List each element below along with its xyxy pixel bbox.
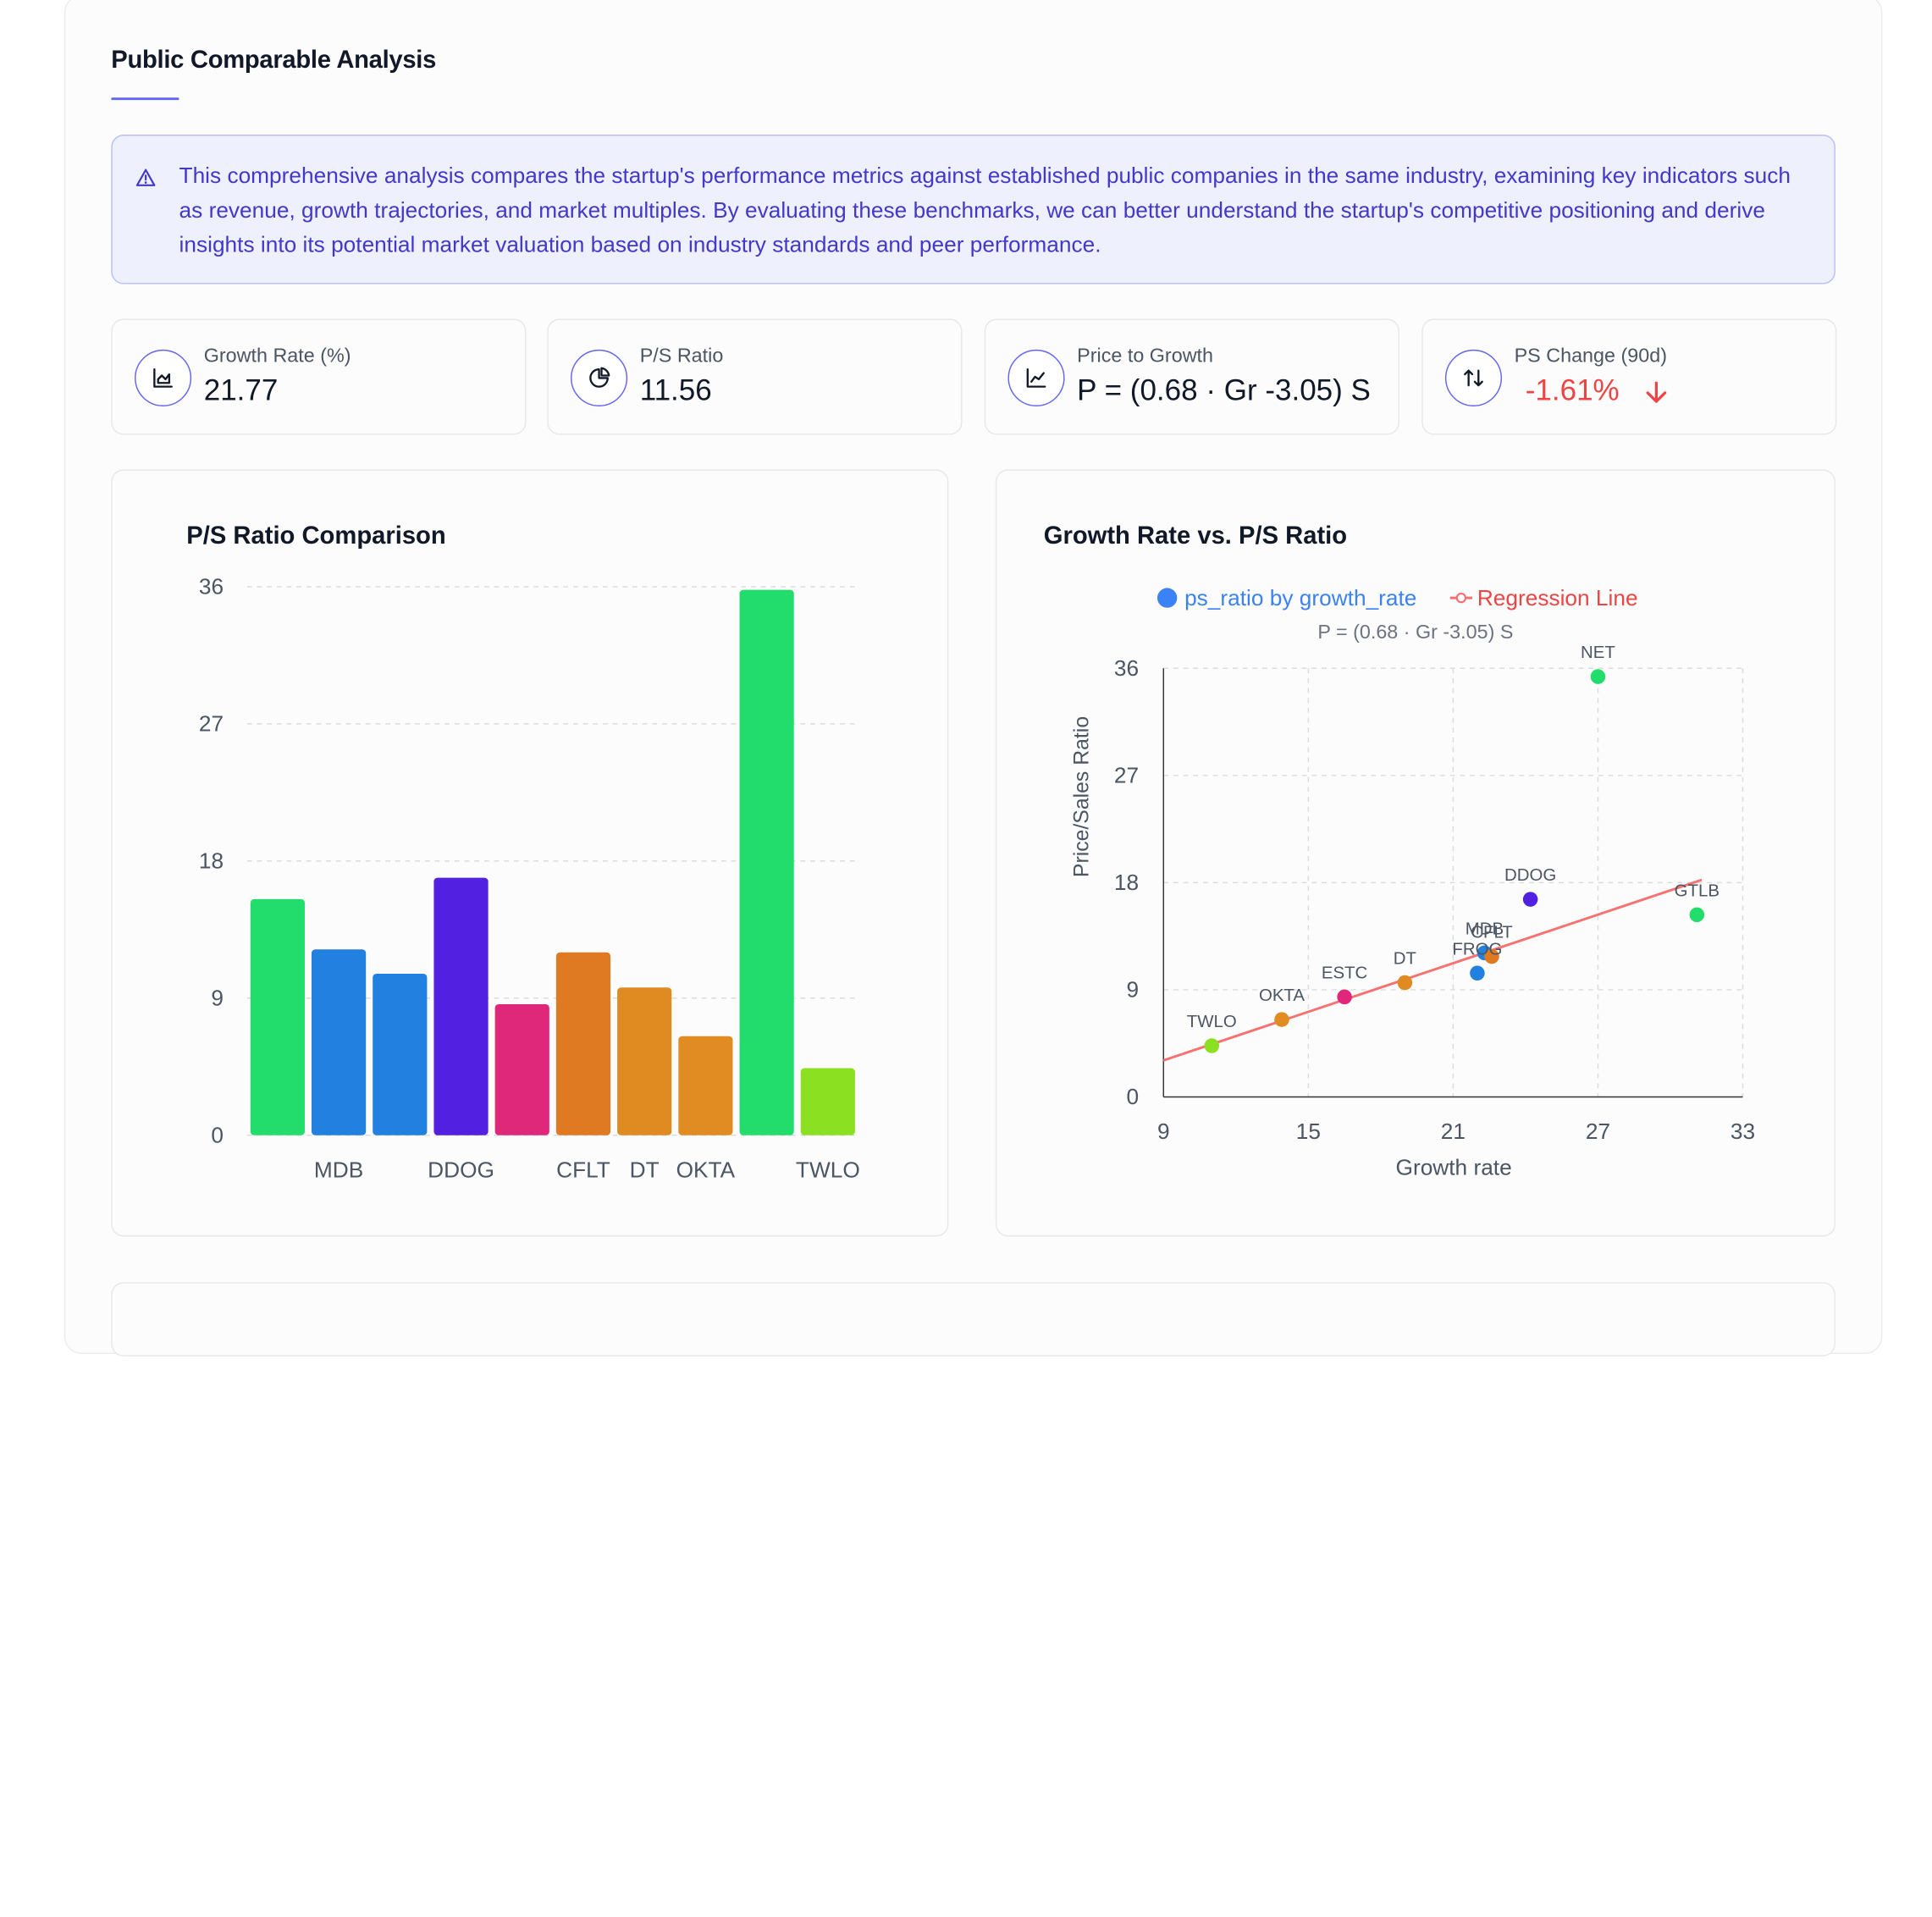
- bar-dt[interactable]: [617, 987, 672, 1135]
- bar-x-tick-label: MDB: [314, 1157, 363, 1182]
- scatter-x-tick-label: 33: [1731, 1119, 1755, 1144]
- legend-label-regression: Regression Line: [1477, 585, 1638, 610]
- scatter-y-tick-label: 18: [1114, 870, 1139, 895]
- scatter-point-label: MDB: [1466, 920, 1504, 938]
- legend-dot-icon: [1156, 588, 1178, 608]
- scatter-y-tick-label: 27: [1114, 763, 1139, 788]
- scatter-chart-title: Growth Rate vs. P/S Ratio: [1043, 522, 1348, 550]
- scatter-point-dt[interactable]: [1397, 975, 1413, 991]
- bar-x-tick-label: OKTA: [676, 1157, 736, 1182]
- scatter-x-axis-label: Growth rate: [1396, 1154, 1512, 1179]
- scatter-point-label: FROG: [1452, 940, 1502, 958]
- bar-x-tick-label: DT: [630, 1157, 660, 1182]
- next-section-card: [111, 1282, 1835, 1356]
- scatter-y-tick-label: 36: [1114, 655, 1139, 681]
- scatter-point-label: TWLO: [1187, 1013, 1237, 1031]
- scatter-x-tick-label: 21: [1441, 1119, 1466, 1144]
- scatter-point-label: CFLT: [1471, 924, 1513, 942]
- scatter-point-okta[interactable]: [1274, 1012, 1289, 1027]
- kpi-label: Growth Rate (%): [203, 345, 351, 367]
- bar-estc[interactable]: [494, 1003, 549, 1135]
- bar-y-tick-label: 18: [199, 848, 224, 874]
- bar-cflt[interactable]: [555, 952, 611, 1135]
- scatter-point-label: DDOG: [1504, 866, 1556, 885]
- bar-gtlb[interactable]: [250, 898, 305, 1135]
- area-chart-icon: [135, 349, 192, 406]
- scatter-point-label: OKTA: [1259, 986, 1305, 1005]
- kpi-value: -1.61%: [1525, 374, 1620, 408]
- scatter-point-estc[interactable]: [1337, 989, 1352, 1005]
- scatter-y-tick-label: 9: [1126, 977, 1139, 1003]
- kpi-card-growth-rate: Growth Rate (%) 21.77: [111, 318, 527, 435]
- kpi-card-ps-ratio: P/S Ratio 11.56: [547, 318, 963, 435]
- legend-label-scatter: ps_ratio by growth_rate: [1184, 585, 1416, 610]
- bar-frog[interactable]: [373, 974, 428, 1135]
- kpi-value: 21.77: [203, 374, 279, 408]
- bar-x-tick-label: DDOG: [428, 1157, 494, 1182]
- bar-x-tick-label: TWLO: [796, 1157, 860, 1182]
- scatter-point-twlo[interactable]: [1204, 1038, 1220, 1053]
- bar-x-tick-label: CFLT: [556, 1157, 610, 1182]
- bar-chart-title: P/S Ratio Comparison: [186, 522, 446, 550]
- line-chart-icon: [1007, 349, 1065, 406]
- scatter-point-gtlb[interactable]: [1689, 907, 1705, 923]
- scatter-subtitle: P = (0.68 · Gr -3.05) S: [1317, 621, 1513, 643]
- bar-y-tick-label: 9: [211, 986, 224, 1011]
- kpi-value: P = (0.68 · Gr -3.05) S: [1077, 374, 1371, 408]
- scatter-point-label: ESTC: [1322, 964, 1367, 982]
- kpi-label: P/S Ratio: [639, 345, 724, 367]
- scatter-point-label: GTLB: [1675, 881, 1719, 900]
- bar-y-tick-label: 36: [199, 574, 224, 599]
- kpi-card-ps-change: PS Change (90d) -1.61%: [1421, 318, 1837, 435]
- bar-y-tick-label: 0: [211, 1122, 224, 1147]
- bar-okta[interactable]: [678, 1036, 733, 1135]
- info-alert: This comprehensive analysis compares the…: [111, 135, 1835, 285]
- section-title: Public Comparable Analysis: [111, 47, 437, 75]
- arrow-down-icon: [1646, 381, 1667, 403]
- scatter-y-tick-label: 0: [1126, 1084, 1139, 1109]
- kpi-value: 11.56: [639, 374, 712, 408]
- scatter-point-label: NET: [1581, 644, 1615, 662]
- bar-twlo[interactable]: [800, 1068, 855, 1135]
- scatter-point-frog[interactable]: [1470, 965, 1485, 981]
- ps-ratio-bar-chart: 0 9 18 27 36 MDB DDOG CFLT DT OKTA TWLO: [199, 574, 860, 1183]
- scatter-y-axis-label: Price/Sales Ratio: [1070, 716, 1093, 877]
- scatter-x-tick-label: 27: [1586, 1119, 1610, 1144]
- pie-chart-icon: [571, 349, 628, 406]
- bar-mdb[interactable]: [312, 949, 367, 1135]
- scatter-point-label: DT: [1394, 950, 1416, 969]
- title-underline: [111, 97, 179, 101]
- legend-marker-icon: [1455, 592, 1467, 604]
- growth-vs-ps-scatter-chart: ps_ratio by growth_rate Regression Line P …: [1070, 585, 1755, 1180]
- scatter-legend: ps_ratio by growth_rate Regression Line: [1156, 585, 1638, 610]
- kpi-label: Price to Growth: [1077, 345, 1214, 367]
- scatter-point-cflt[interactable]: [1484, 948, 1499, 964]
- swap-vertical-icon: [1444, 349, 1503, 406]
- scatter-chart-card: Growth Rate vs. P/S Ratio: [995, 469, 1835, 1237]
- bar-ddog[interactable]: [433, 877, 489, 1135]
- scatter-x-tick-label: 15: [1296, 1119, 1321, 1144]
- bar-y-tick-label: 27: [199, 711, 224, 737]
- scatter-point-net[interactable]: [1590, 669, 1606, 684]
- bar-net[interactable]: [739, 589, 794, 1135]
- alert-text: This comprehensive analysis compares the…: [179, 163, 1791, 257]
- kpi-label: PS Change (90d): [1514, 345, 1667, 367]
- scatter-x-tick-label: 9: [1157, 1119, 1170, 1144]
- regression-line: [1163, 878, 1703, 1062]
- alert-triangle-icon: [135, 168, 156, 186]
- kpi-card-price-to-growth: Price to Growth P = (0.68 · Gr -3.05) S: [984, 318, 1399, 435]
- scatter-point-ddog[interactable]: [1522, 892, 1538, 907]
